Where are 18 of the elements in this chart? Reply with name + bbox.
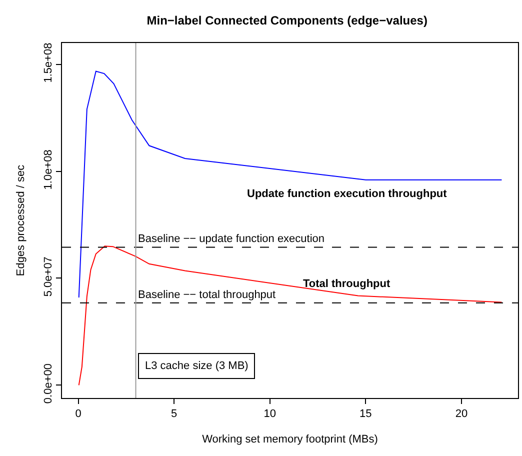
x-tick-label: 20: [455, 408, 468, 420]
x-tick-label: 15: [360, 408, 372, 420]
x-tick-label: 10: [264, 408, 276, 420]
x-axis-title: Working set memory footprint (MBs): [202, 433, 378, 446]
line-series: [78, 246, 502, 386]
y-tick-label: 0.0e+00: [42, 363, 55, 404]
chart-title: Min−label Connected Components (edge−values): [146, 13, 428, 28]
y-axis-title: Edges processed / sec: [15, 164, 28, 276]
y-tick-label: 5.0e+07: [42, 256, 55, 297]
y-tick-label: 1.0e+08: [42, 150, 55, 190]
ref-line-label: Baseline −− update function execution: [138, 233, 325, 245]
series-label: Update function execution throughput: [247, 188, 448, 200]
y-tick-label: 1.5e+08: [42, 42, 55, 83]
series-label: Total throughput: [303, 278, 390, 290]
ref-line-label: L3 cache size (3 MB): [145, 360, 248, 372]
x-tick-label: 5: [171, 408, 178, 420]
x-tick-label: 0: [75, 408, 82, 420]
ref-line-label: Baseline −− total throughput: [138, 289, 276, 301]
